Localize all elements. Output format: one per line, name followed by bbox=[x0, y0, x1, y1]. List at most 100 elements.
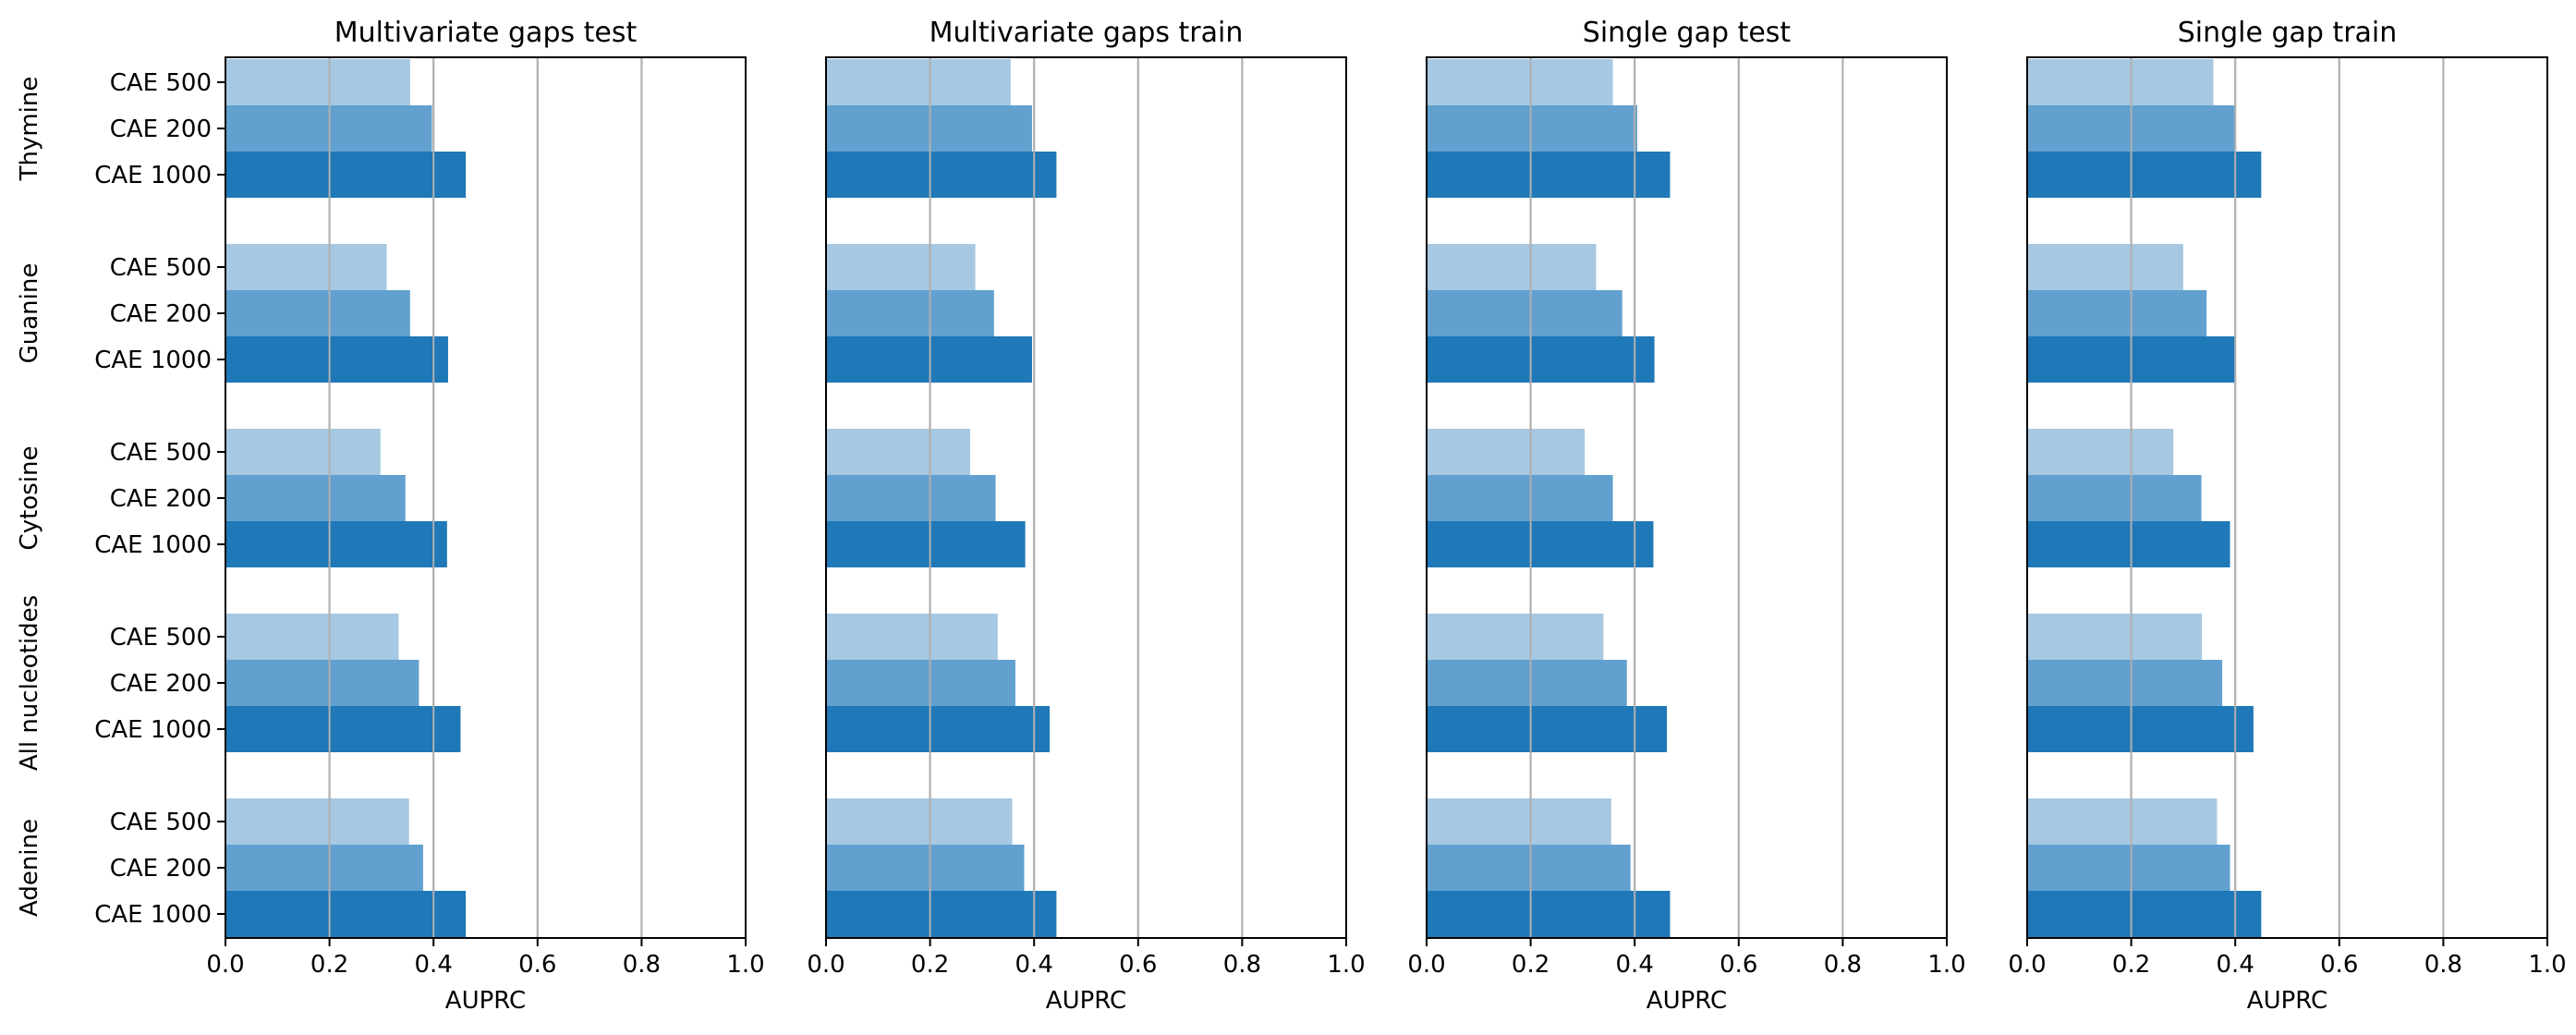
chart-title-2: Multivariate gaps train bbox=[930, 17, 1244, 49]
xtick-label-3-5: 1.0 bbox=[1927, 951, 1965, 979]
bar-2-3-0 bbox=[826, 614, 998, 660]
bar-2-3-1 bbox=[826, 660, 1015, 706]
bar-1-1-1 bbox=[225, 290, 410, 336]
xtick-label-3-3: 0.6 bbox=[1719, 951, 1757, 979]
bar-2-2-0 bbox=[826, 429, 970, 475]
bar-2-2-1 bbox=[826, 475, 996, 521]
bar-2-1-1 bbox=[826, 290, 994, 336]
bar-4-1-1 bbox=[2027, 290, 2207, 336]
xtick-label-1-4: 0.8 bbox=[623, 951, 661, 979]
bar-3-3-1 bbox=[1427, 660, 1627, 706]
group-label-0: Thymine bbox=[16, 77, 43, 182]
bar-4-0-0 bbox=[2027, 59, 2214, 105]
bar-3-1-2 bbox=[1427, 336, 1655, 383]
xtick-label-4-1: 0.2 bbox=[2112, 951, 2150, 979]
xtick-label-2-0: 0.0 bbox=[807, 951, 844, 979]
xlabel-2: AUPRC bbox=[1046, 987, 1126, 1015]
ytick-label-0-2: CAE 1000 bbox=[94, 162, 212, 189]
bar-1-1-0 bbox=[225, 244, 387, 290]
ytick-label-2-1: CAE 200 bbox=[110, 485, 212, 513]
bar-2-1-2 bbox=[826, 336, 1032, 383]
group-label-2: Cytosine bbox=[16, 446, 43, 551]
xtick-label-3-4: 0.8 bbox=[1824, 951, 1862, 979]
bar-1-4-1 bbox=[225, 845, 423, 891]
bar-4-1-0 bbox=[2027, 244, 2183, 290]
bar-3-2-0 bbox=[1427, 429, 1586, 475]
bar-3-3-0 bbox=[1427, 614, 1604, 660]
axes-frame-3 bbox=[1426, 56, 1948, 939]
bar-1-2-0 bbox=[225, 429, 381, 475]
bar-4-0-2 bbox=[2027, 152, 2262, 198]
bar-1-2-2 bbox=[225, 521, 447, 567]
bar-3-0-1 bbox=[1427, 105, 1638, 152]
xtick-label-2-5: 1.0 bbox=[1327, 951, 1365, 979]
ytick-label-4-2: CAE 1000 bbox=[94, 901, 212, 929]
bar-3-4-0 bbox=[1427, 798, 1611, 845]
ytick-label-1-2: CAE 1000 bbox=[94, 347, 212, 374]
xtick-label-4-5: 1.0 bbox=[2528, 951, 2566, 979]
ytick-label-0-1: CAE 200 bbox=[110, 116, 212, 143]
ytick-label-1-0: CAE 500 bbox=[110, 254, 212, 282]
xtick-label-3-2: 0.4 bbox=[1616, 951, 1654, 979]
bar-1-2-1 bbox=[225, 475, 406, 521]
bar-4-3-2 bbox=[2027, 706, 2254, 752]
bar-1-4-0 bbox=[225, 798, 409, 845]
chart-panel-3: 0.0 0.2 0.4 0.6 0.8 1.0 AUPRC Single gap test bbox=[1407, 17, 1965, 1015]
group-label-4: Adenine bbox=[16, 819, 43, 917]
xlabel-4: AUPRC bbox=[2247, 987, 2327, 1015]
xtick-label-1-1: 0.2 bbox=[310, 951, 348, 979]
xtick-label-4-4: 0.8 bbox=[2424, 951, 2462, 979]
bar-1-1-2 bbox=[225, 336, 448, 383]
bar-2-4-2 bbox=[826, 891, 1057, 937]
group-label-3: All nucleotides bbox=[16, 595, 43, 771]
xlabel-1: AUPRC bbox=[445, 987, 526, 1015]
xtick-label-2-2: 0.4 bbox=[1015, 951, 1053, 979]
bar-2-0-2 bbox=[826, 152, 1057, 198]
bar-3-4-2 bbox=[1427, 891, 1671, 937]
bar-3-0-0 bbox=[1427, 59, 1613, 105]
bar-3-4-1 bbox=[1427, 845, 1631, 891]
bar-2-4-1 bbox=[826, 845, 1025, 891]
xtick-label-2-3: 0.6 bbox=[1119, 951, 1157, 979]
xtick-label-3-1: 0.2 bbox=[1512, 951, 1549, 979]
bar-2-2-2 bbox=[826, 521, 1026, 567]
xtick-label-1-0: 0.0 bbox=[206, 951, 244, 979]
xtick-label-3-0: 0.0 bbox=[1407, 951, 1445, 979]
bar-2-0-1 bbox=[826, 105, 1032, 152]
chart-title-1: Multivariate gaps test bbox=[334, 17, 638, 49]
ytick-label-1-1: CAE 200 bbox=[110, 300, 212, 328]
bar-3-1-0 bbox=[1427, 244, 1597, 290]
ytick-label-4-0: CAE 500 bbox=[110, 809, 212, 836]
xtick-label-4-0: 0.0 bbox=[2008, 951, 2046, 979]
bar-4-3-1 bbox=[2027, 660, 2223, 706]
bar-2-1-0 bbox=[826, 244, 976, 290]
bar-1-3-2 bbox=[225, 706, 461, 752]
ytick-label-3-1: CAE 200 bbox=[110, 670, 212, 698]
bar-1-3-0 bbox=[225, 614, 399, 660]
xtick-label-1-3: 0.6 bbox=[518, 951, 556, 979]
bar-2-0-0 bbox=[826, 59, 1011, 105]
bar-4-4-1 bbox=[2027, 845, 2230, 891]
bar-1-3-1 bbox=[225, 660, 419, 706]
bar-3-1-1 bbox=[1427, 290, 1622, 336]
chart-panel-1: 0.0 0.2 0.4 0.6 0.8 1.0 AUPRC Multivariate gaps… bbox=[16, 17, 765, 1015]
bar-4-4-2 bbox=[2027, 891, 2262, 937]
chart-title-4: Single gap train bbox=[2178, 17, 2398, 49]
ytick-label-3-2: CAE 1000 bbox=[94, 716, 212, 744]
xtick-label-4-2: 0.4 bbox=[2217, 951, 2254, 979]
axes-frame-2 bbox=[825, 56, 1347, 939]
xlabel-3: AUPRC bbox=[1646, 987, 1727, 1015]
chart-panel-4: 0.0 0.2 0.4 0.6 0.8 1.0 AUPRC Single gap train bbox=[2008, 17, 2566, 1015]
bar-2-3-2 bbox=[826, 706, 1051, 752]
bar-3-0-2 bbox=[1427, 152, 1671, 198]
bar-1-0-0 bbox=[225, 59, 410, 105]
bar-2-4-0 bbox=[826, 798, 1013, 845]
bar-3-2-2 bbox=[1427, 521, 1654, 567]
ytick-label-4-1: CAE 200 bbox=[110, 855, 212, 883]
xtick-label-1-5: 1.0 bbox=[726, 951, 764, 979]
ytick-label-0-0: CAE 500 bbox=[110, 69, 212, 97]
xtick-label-2-1: 0.2 bbox=[911, 951, 949, 979]
bar-1-4-2 bbox=[225, 891, 467, 937]
bar-4-4-0 bbox=[2027, 798, 2218, 845]
